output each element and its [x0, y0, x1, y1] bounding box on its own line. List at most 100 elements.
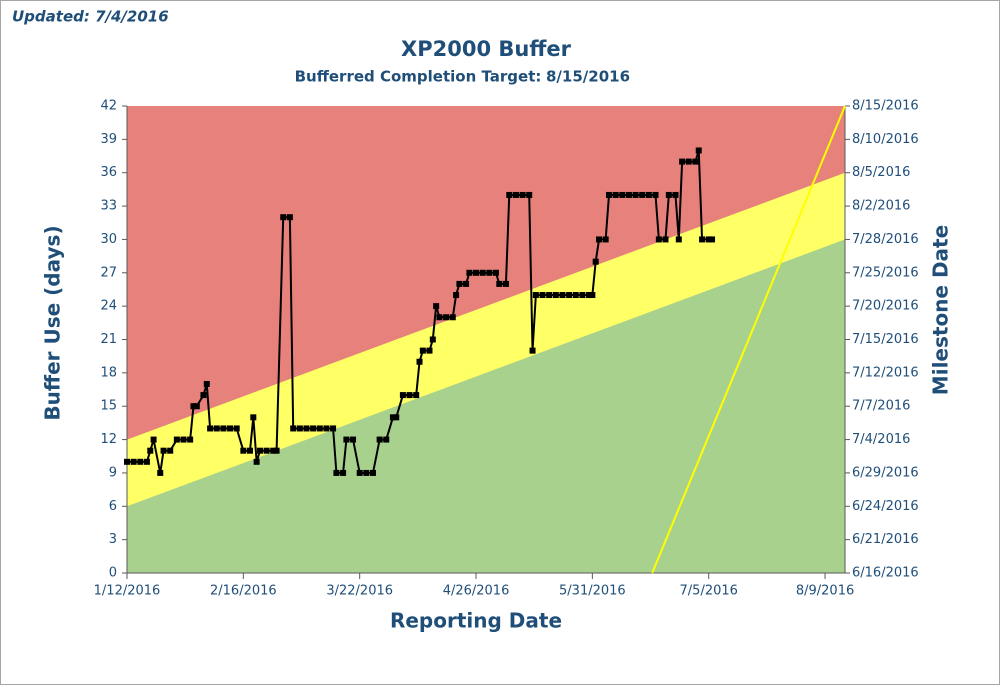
y2-tick-label: 7/12/2016 — [852, 365, 919, 380]
point — [433, 303, 440, 310]
point — [363, 469, 370, 476]
y-tick-label: 42 — [100, 99, 117, 114]
y-tick-label: 15 — [100, 399, 117, 414]
point — [596, 236, 603, 243]
point — [167, 447, 174, 454]
y-tick-label: 36 — [100, 165, 117, 180]
y2-tick-label: 8/15/2016 — [852, 99, 919, 114]
point — [449, 314, 456, 321]
point — [333, 469, 340, 476]
x-tick-label: 5/31/2016 — [559, 584, 626, 599]
point — [589, 292, 596, 299]
series-line — [651, 105, 846, 574]
point — [496, 280, 503, 287]
point — [546, 292, 553, 299]
point — [193, 403, 200, 410]
point — [173, 436, 180, 443]
point — [679, 158, 686, 165]
point — [605, 191, 612, 198]
x-tick-label: 1/12/2016 — [94, 584, 161, 599]
point — [256, 447, 263, 454]
point — [213, 425, 220, 432]
point — [456, 280, 463, 287]
point — [709, 236, 716, 243]
point — [486, 269, 493, 276]
point — [150, 436, 157, 443]
point — [612, 191, 619, 198]
point — [512, 191, 519, 198]
point — [602, 236, 609, 243]
point — [655, 236, 662, 243]
y-tick-label: 33 — [100, 199, 117, 214]
point — [356, 469, 363, 476]
point — [207, 425, 214, 432]
point — [632, 191, 639, 198]
y2-tick-label: 8/5/2016 — [852, 165, 910, 180]
point — [180, 436, 187, 443]
y-tick-label: 0 — [109, 566, 117, 581]
point — [463, 280, 470, 287]
point — [639, 191, 646, 198]
point — [619, 191, 626, 198]
point — [586, 292, 593, 299]
point — [453, 292, 460, 299]
y-tick-label: 30 — [100, 232, 117, 247]
point — [393, 414, 400, 421]
point — [473, 269, 480, 276]
point — [672, 191, 679, 198]
y2-tick-label: 7/20/2016 — [852, 299, 919, 314]
point — [203, 380, 210, 387]
point — [290, 425, 297, 432]
point — [273, 447, 280, 454]
point — [406, 392, 413, 399]
x-tick-label: 2/16/2016 — [210, 584, 277, 599]
point — [280, 214, 287, 221]
y2-tick-label: 7/7/2016 — [852, 399, 910, 414]
point — [310, 425, 317, 432]
x-tick-label: 7/5/2016 — [680, 584, 738, 599]
point — [665, 191, 672, 198]
point — [579, 292, 586, 299]
point — [413, 392, 420, 399]
point — [662, 236, 669, 243]
y2-axis-label: Milestone Date — [929, 225, 953, 395]
y-tick-label: 18 — [100, 365, 117, 380]
point — [685, 158, 692, 165]
point — [539, 292, 546, 299]
point — [303, 425, 310, 432]
point — [399, 392, 406, 399]
point — [143, 458, 150, 465]
y2-tick-label: 7/25/2016 — [852, 265, 919, 280]
y2-tick-label: 6/29/2016 — [852, 465, 919, 480]
point — [160, 447, 167, 454]
y-tick-label: 9 — [109, 465, 117, 480]
point — [233, 425, 240, 432]
point — [124, 458, 130, 465]
y-tick-label: 6 — [109, 499, 117, 514]
point — [147, 447, 154, 454]
point — [187, 436, 194, 443]
point — [506, 191, 513, 198]
point — [270, 447, 277, 454]
point — [316, 425, 323, 432]
point — [323, 425, 330, 432]
point — [137, 458, 144, 465]
x-tick-label: 3/22/2016 — [326, 584, 393, 599]
point — [343, 436, 350, 443]
y-tick-label: 12 — [100, 432, 117, 447]
x-tick-label: 4/26/2016 — [443, 584, 510, 599]
point — [296, 425, 303, 432]
point — [426, 347, 433, 354]
point — [699, 236, 706, 243]
point — [246, 447, 253, 454]
point — [369, 469, 376, 476]
y-tick-label: 3 — [109, 532, 117, 547]
chart-title: XP2000 Buffer — [401, 37, 572, 61]
point — [532, 292, 539, 299]
point — [350, 436, 357, 443]
point — [552, 292, 559, 299]
y2-tick-label: 6/24/2016 — [852, 499, 919, 514]
y-tick-label: 39 — [100, 132, 117, 147]
point — [240, 447, 247, 454]
